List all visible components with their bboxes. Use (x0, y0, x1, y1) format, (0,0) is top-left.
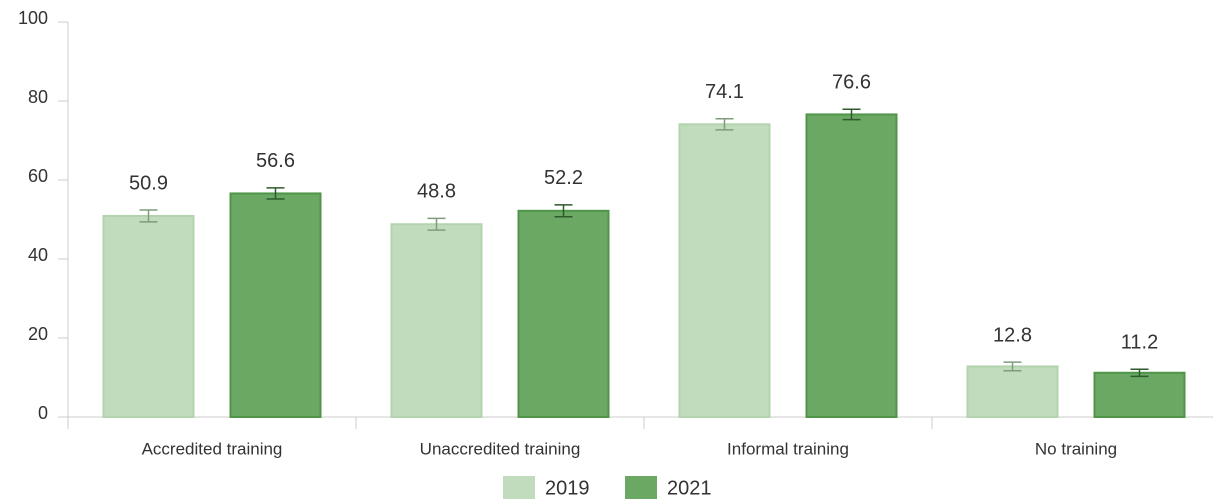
y-tick-label: 60 (28, 166, 48, 186)
bar (805, 113, 898, 419)
y-tick-label: 80 (28, 87, 48, 107)
error-bar (842, 108, 861, 121)
y-tick-label: 100 (18, 8, 48, 28)
y-tick-label: 0 (38, 403, 48, 423)
legend-swatch (503, 476, 535, 499)
error-bar (1130, 368, 1149, 378)
data-label: 12.8 (993, 324, 1032, 346)
data-label: 50.9 (129, 172, 168, 194)
error-bar (715, 118, 734, 131)
error-bar (266, 187, 285, 200)
x-tick-label: Unaccredited training (420, 439, 581, 458)
data-label: 52.2 (544, 167, 583, 189)
bar (1093, 371, 1186, 419)
data-label: 76.6 (832, 72, 871, 94)
bar (102, 214, 195, 418)
bar (390, 223, 483, 418)
error-bar (1003, 361, 1022, 372)
x-tick-label: No training (1035, 439, 1117, 458)
error-bar (554, 204, 573, 218)
error-bar (139, 209, 158, 223)
data-label: 56.6 (256, 150, 295, 172)
y-tick-label: 20 (28, 324, 48, 344)
bar (517, 209, 610, 418)
x-tick-label: Accredited training (142, 439, 283, 458)
legend-label: 2021 (667, 477, 712, 499)
data-label: 11.2 (1121, 331, 1158, 353)
y-tick-label: 40 (28, 245, 48, 265)
legend-label: 2019 (545, 477, 590, 499)
x-tick-label: Informal training (727, 439, 849, 458)
error-bar (427, 217, 446, 231)
legend-swatch (625, 476, 657, 499)
bar (229, 192, 322, 418)
bar (678, 123, 771, 419)
bar (966, 365, 1059, 419)
data-label: 48.8 (417, 181, 456, 203)
data-label: 74.1 (705, 81, 744, 103)
